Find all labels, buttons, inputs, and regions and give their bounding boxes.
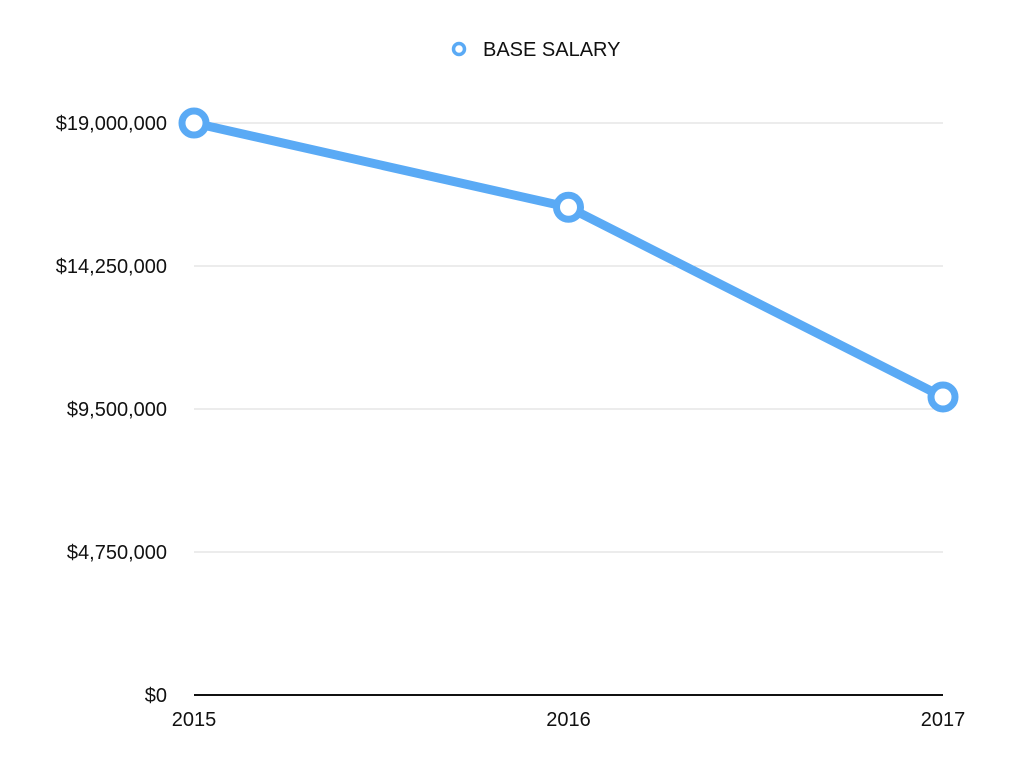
y-tick-label: $9,500,000 — [67, 399, 167, 421]
x-tick-label: 2016 — [546, 709, 591, 731]
series-layer — [178, 107, 959, 413]
y-tick-label: $19,000,000 — [56, 113, 167, 135]
data-point — [178, 107, 210, 139]
legend-marker-icon — [451, 41, 467, 57]
gridlines — [194, 122, 943, 553]
y-tick-label: $14,250,000 — [56, 256, 167, 278]
y-tick-label: $4,750,000 — [67, 542, 167, 564]
x-tick-label: 2015 — [172, 709, 217, 731]
legend-label: BASE SALARY — [483, 39, 620, 61]
axes: $0 $4,750,000 $9,500,000 $14,250,000 $19,000… — [56, 113, 965, 731]
legend: BASE SALARY — [451, 39, 620, 61]
data-point — [553, 191, 584, 223]
x-tick-label: 2017 — [921, 709, 966, 731]
data-point — [927, 381, 959, 413]
y-tick-label: $0 — [145, 685, 167, 707]
series-line — [189, 118, 948, 402]
